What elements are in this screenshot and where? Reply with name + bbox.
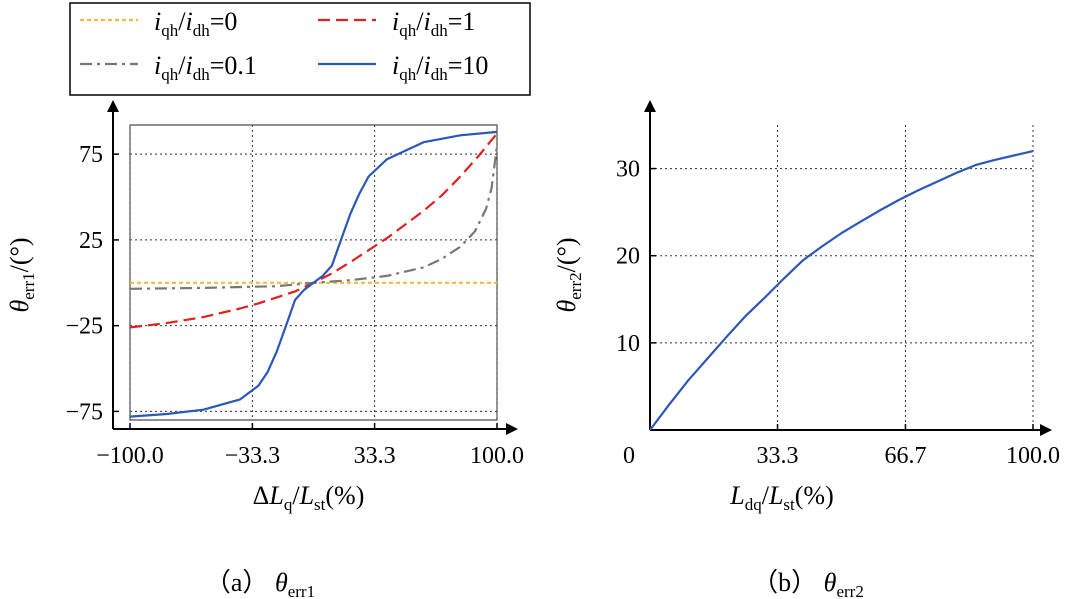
x-tick-label: −100.0 [96, 443, 164, 469]
legend: iqh/idh=0 iqh/idh=1 iqh/idh=0.1 iqh/idh=10 [69, 2, 531, 96]
x-axis-label: ΔLq/Lst(%) [253, 481, 365, 514]
x-axis-arrow [506, 423, 518, 435]
panel-caption: （a） θerr1 [205, 568, 315, 599]
panel-caption: （b） θerr2 [752, 568, 864, 599]
origin-label: 0 [623, 443, 635, 469]
series-line-4 [129, 130, 498, 418]
y-axis-arrow [107, 100, 119, 112]
x-tick-label: −33.3 [225, 443, 281, 469]
y-axis-arrow [644, 100, 656, 112]
legend-label-3: iqh/idh=0.1 [154, 51, 257, 84]
y-axis-label: θerr1/(°) [5, 237, 38, 312]
series-line-1 [649, 150, 1034, 431]
x-tick-label: 33.3 [354, 443, 396, 469]
chart-panel-b: 33.3 66.7 100.0 10 20 30 0 θerr2/(°) Ldq/Lst(%) （… [552, 100, 1060, 599]
y-tick-label: −75 [65, 399, 103, 425]
y-axis-label: θerr2/(°) [552, 237, 585, 312]
x-tick-label: 66.7 [884, 443, 926, 469]
y-tick-label: 30 [616, 157, 640, 183]
x-axis-label: Ldq/Lst(%) [729, 481, 834, 514]
y-tick-label: −25 [65, 314, 103, 340]
y-tick-label: 20 [616, 244, 640, 270]
y-tick-label: 25 [79, 228, 103, 254]
y-tick-label: 10 [616, 331, 640, 357]
x-tick-label: 100.0 [470, 443, 524, 469]
x-tick-label: 100.0 [1006, 443, 1060, 469]
y-tick-label: 75 [79, 142, 103, 168]
chart-panel-a: −100.0 −33.3 33.3 100.0 −75 −25 25 75 θerr1/(°) Δ… [5, 2, 531, 599]
series-line-3 [129, 145, 499, 290]
x-tick-label: 33.3 [757, 443, 799, 469]
legend-box [69, 2, 531, 96]
legend-label-4: iqh/idh=10 [392, 51, 488, 84]
legend-label-1: iqh/idh=0 [154, 7, 237, 40]
plot-frame [129, 124, 498, 421]
series-line-2 [129, 132, 498, 329]
legend-label-2: iqh/idh=1 [392, 7, 475, 40]
x-axis-arrow [1040, 424, 1052, 436]
